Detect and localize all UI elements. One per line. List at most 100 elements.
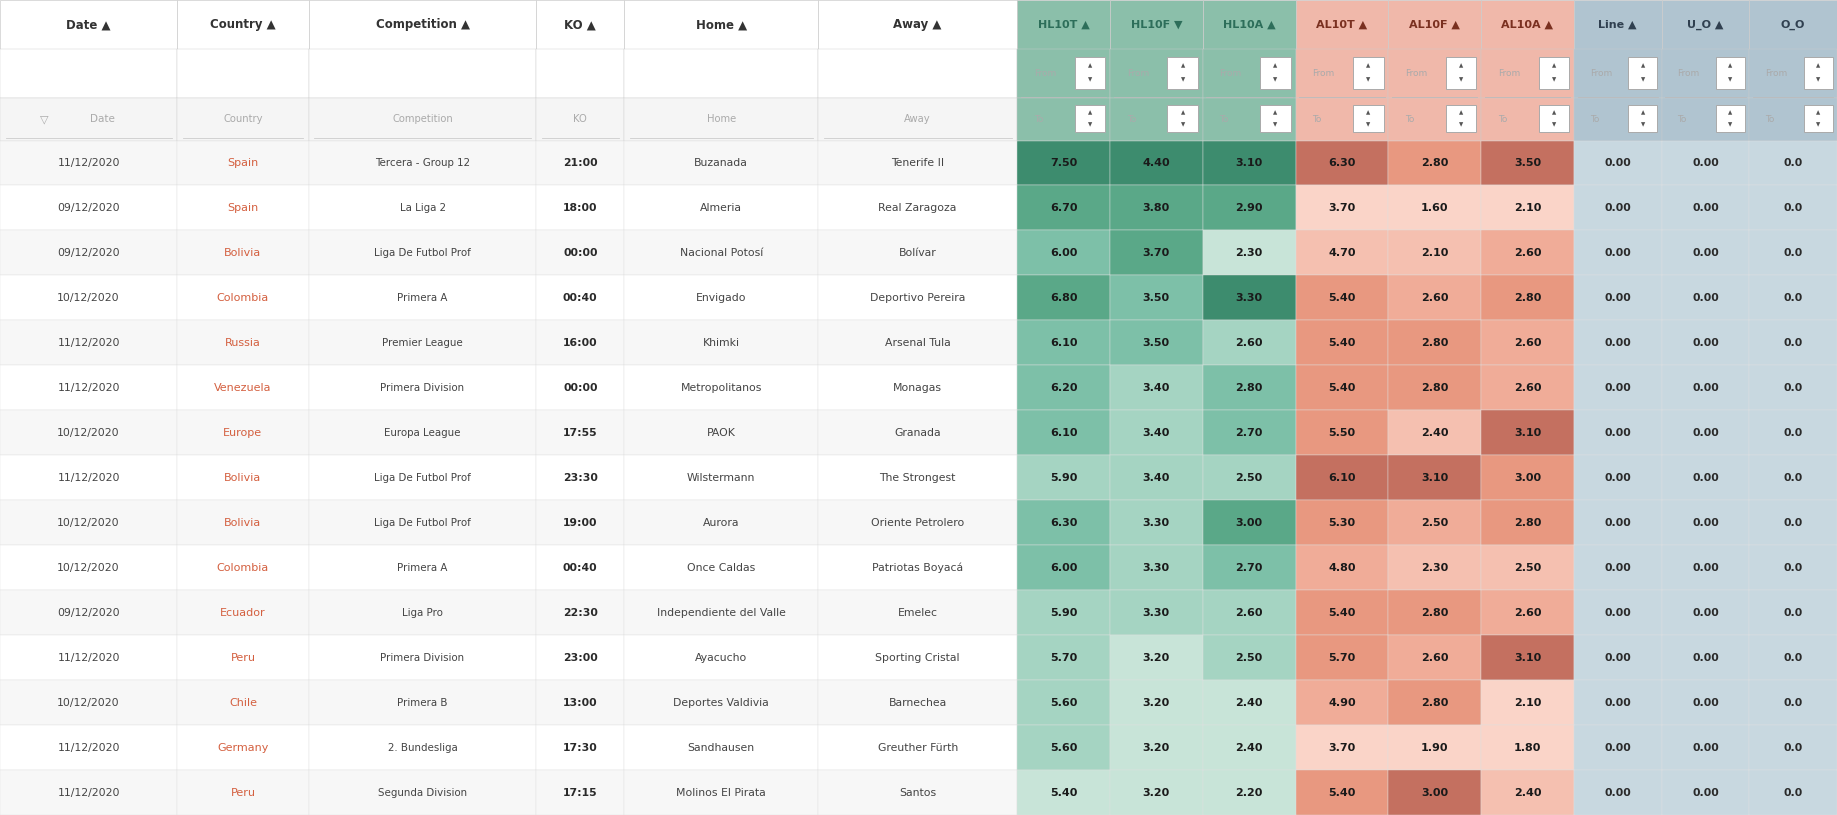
Bar [0,320,176,365]
Text: To: To [1497,115,1506,124]
Text: Date ▲: Date ▲ [66,18,110,31]
Bar [309,365,536,410]
Bar [176,0,309,49]
Text: 00:00: 00:00 [562,248,597,258]
Bar [536,0,625,49]
Text: 0.00: 0.00 [1604,203,1631,213]
Text: 0.0: 0.0 [1784,293,1802,303]
Text: ▼: ▼ [1817,122,1820,127]
Bar [1661,590,1749,635]
Text: Peru: Peru [230,787,255,798]
Bar [1203,725,1295,770]
Bar [536,725,625,770]
Bar [309,725,536,770]
Bar [1389,410,1481,456]
Text: 2.90: 2.90 [1234,203,1262,213]
Bar [1749,320,1837,365]
Text: 19:00: 19:00 [562,518,597,528]
Text: 0.00: 0.00 [1604,158,1631,168]
Bar [817,320,1018,365]
Bar [1481,725,1574,770]
Bar [1804,56,1833,89]
Bar [817,0,1018,49]
Bar [1661,320,1749,365]
Text: To: To [1034,115,1043,124]
Bar [309,49,536,99]
Text: Country: Country [222,114,263,125]
Text: 0.00: 0.00 [1604,562,1631,573]
Text: Segunda Division: Segunda Division [378,787,467,798]
Text: 3.70: 3.70 [1328,203,1356,213]
Text: 3.10: 3.10 [1514,428,1541,438]
Text: 5.40: 5.40 [1051,787,1076,798]
Bar [817,680,1018,725]
Text: From: From [1405,69,1427,78]
Bar [1018,770,1110,815]
Bar [1661,500,1749,545]
Bar [176,545,309,590]
Bar [176,680,309,725]
Bar [309,99,536,140]
Bar [536,635,625,680]
Bar [817,500,1018,545]
Text: 0.00: 0.00 [1692,293,1719,303]
Bar [1018,275,1110,320]
Bar [536,365,625,410]
Bar [536,231,625,275]
Bar [1354,56,1383,89]
Bar [309,275,536,320]
Text: 2. Bundesliga: 2. Bundesliga [388,742,457,752]
Bar [1749,725,1837,770]
Bar [1749,0,1837,49]
Text: 3.20: 3.20 [1143,787,1170,798]
Bar [536,500,625,545]
Bar [0,49,176,99]
Text: 0.00: 0.00 [1604,383,1631,393]
Bar [817,99,1018,140]
Bar [1295,590,1389,635]
Bar [1574,635,1661,680]
Bar [309,410,536,456]
Text: 22:30: 22:30 [562,608,597,618]
Text: Date: Date [90,114,116,125]
Text: 3.50: 3.50 [1514,158,1541,168]
Bar [536,320,625,365]
Text: 0.00: 0.00 [1604,338,1631,348]
Bar [1110,186,1203,231]
Bar [1018,725,1110,770]
Bar [1749,231,1837,275]
Bar [1539,104,1569,132]
Bar [1018,320,1110,365]
Text: 2.80: 2.80 [1422,338,1448,348]
Bar [309,320,536,365]
Bar [1295,635,1389,680]
Text: 16:00: 16:00 [562,338,597,348]
Bar [817,635,1018,680]
Bar [176,635,309,680]
Bar [0,186,176,231]
Bar [817,770,1018,815]
Bar [625,725,817,770]
Text: 0.00: 0.00 [1604,248,1631,258]
Text: 0.0: 0.0 [1784,473,1802,482]
Bar [1749,770,1837,815]
Text: 5.40: 5.40 [1328,383,1356,393]
Bar [0,275,176,320]
Bar [1203,590,1295,635]
Bar [1110,365,1203,410]
Text: Country ▲: Country ▲ [209,18,276,31]
Text: Home: Home [707,114,737,125]
Text: 2.60: 2.60 [1514,383,1541,393]
Text: Almeria: Almeria [700,203,742,213]
Text: 2.50: 2.50 [1422,518,1448,528]
Text: 5.90: 5.90 [1051,608,1076,618]
Bar [1574,500,1661,545]
Bar [1354,104,1383,132]
Bar [1389,770,1481,815]
Bar [176,410,309,456]
Bar [1661,456,1749,500]
Text: 0.00: 0.00 [1604,742,1631,752]
Bar [1661,410,1749,456]
Bar [1389,725,1481,770]
Bar [0,140,176,186]
